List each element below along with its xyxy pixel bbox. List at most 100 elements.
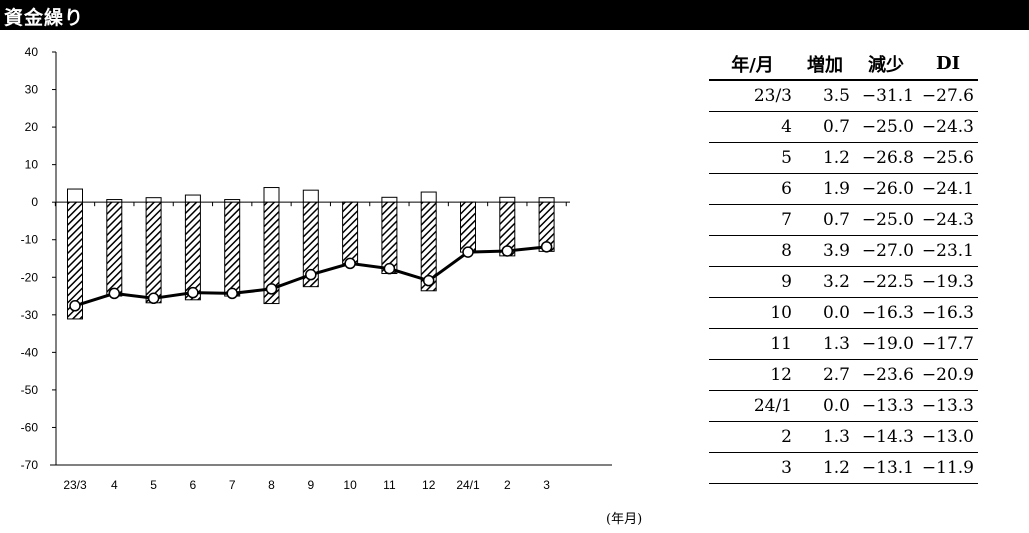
di-point xyxy=(540,241,553,253)
di-point xyxy=(108,287,121,300)
y-tick-label: 40 xyxy=(25,45,39,59)
x-tick-label: 11 xyxy=(383,478,396,492)
table-cell-di: −11.9 xyxy=(918,452,978,484)
increase-bar xyxy=(420,191,437,203)
increase-bar xyxy=(184,194,201,203)
x-tick-label: 23/3 xyxy=(63,478,87,492)
table-cell-increase: 1.9 xyxy=(796,173,854,205)
table-row: 12 2.7 −23.6 −20.9 xyxy=(709,359,978,391)
table-cell-month: 23/3 xyxy=(709,80,796,112)
table-cell-decrease: −31.1 xyxy=(854,80,918,112)
table-cell-decrease: −26.8 xyxy=(854,142,918,174)
table-cell-decrease: −13.3 xyxy=(854,390,918,422)
table-cell-decrease: −16.3 xyxy=(854,297,918,329)
table-row: 10 0.0 −16.3 −16.3 xyxy=(709,297,978,329)
x-tick-label: 8 xyxy=(268,478,275,492)
table-cell-month: 11 xyxy=(709,328,796,360)
table-cell-month: 5 xyxy=(709,142,796,174)
table-cell-di: −13.0 xyxy=(918,421,978,453)
table-cell-di: −20.9 xyxy=(918,359,978,391)
y-tick-label: -20 xyxy=(21,270,39,284)
decrease-bar xyxy=(381,201,398,275)
table-cell-di: −25.6 xyxy=(918,142,978,174)
table-cell-decrease: −25.0 xyxy=(854,111,918,143)
table-cell-increase: 2.7 xyxy=(796,359,854,391)
decrease-bar xyxy=(420,201,437,292)
table-cell-month: 6 xyxy=(709,173,796,205)
increase-bar xyxy=(381,196,398,203)
table-row: 2 1.3 −14.3 −13.0 xyxy=(709,421,978,453)
table-row: 9 3.2 −22.5 −19.3 xyxy=(709,266,978,298)
table-cell-di: −17.7 xyxy=(918,328,978,360)
increase-bar xyxy=(302,189,319,203)
table-cell-month: 7 xyxy=(709,204,796,236)
di-point xyxy=(305,268,317,281)
table-cell-month: 4 xyxy=(709,111,796,143)
table-cell-decrease: −23.6 xyxy=(854,359,918,391)
y-tick-label: -60 xyxy=(21,420,39,434)
y-tick-label: 30 xyxy=(25,83,39,97)
column-header-di: DI xyxy=(918,48,978,81)
table-cell-increase: 0.0 xyxy=(796,297,854,329)
increase-bar xyxy=(67,188,83,203)
column-header-increase: 増加 xyxy=(796,48,854,81)
x-tick-label: 2 xyxy=(504,478,511,492)
table-cell-di: −19.3 xyxy=(918,266,978,298)
x-tick-label: 12 xyxy=(422,478,436,492)
increase-bar xyxy=(499,196,516,203)
table-cell-decrease: −13.1 xyxy=(854,452,918,484)
x-tick-label: 24/1 xyxy=(456,478,480,492)
y-tick-label: -70 xyxy=(21,458,39,472)
decrease-bar xyxy=(224,201,241,297)
x-tick-label: 4 xyxy=(111,478,118,492)
column-header-month: 年/月 xyxy=(709,48,796,81)
table-cell-di: −24.1 xyxy=(918,173,978,205)
decrease-bar xyxy=(145,201,162,304)
y-tick-label: 10 xyxy=(25,158,39,172)
increase-bar xyxy=(145,197,162,203)
table-cell-decrease: −22.5 xyxy=(854,266,918,298)
y-tick-label: 0 xyxy=(31,195,38,209)
title-bar: 資金繰り xyxy=(0,0,1029,30)
x-axis-unit-label: (年月) xyxy=(606,512,643,527)
table-cell-month: 10 xyxy=(709,297,796,329)
column-header-decrease: 減少 xyxy=(854,48,918,81)
table-cell-di: −24.3 xyxy=(918,111,978,143)
table-row: 23/3 3.5 −31.1 −27.6 xyxy=(709,80,978,112)
table-cell-increase: 3.5 xyxy=(796,80,854,112)
chart: 40 30 20 10 0 -10 -20 -30 -40 -50 -60 -70 23/3 4 5 6 7 8 9… xyxy=(21,45,612,492)
table-cell-month: 2 xyxy=(709,421,796,453)
table-cell-increase: 1.3 xyxy=(796,328,854,360)
table-cell-decrease: −26.0 xyxy=(854,173,918,205)
table-row: 8 3.9 −27.0 −23.1 xyxy=(709,235,978,267)
table-cell-month: 9 xyxy=(709,266,796,298)
di-point xyxy=(462,246,474,258)
table-cell-di: −24.3 xyxy=(918,204,978,236)
di-point xyxy=(265,283,278,295)
table-cell-month: 12 xyxy=(709,359,796,391)
di-point xyxy=(344,257,356,270)
increase-bar xyxy=(538,197,555,203)
increase-bar xyxy=(263,187,280,203)
table-row: 7 0.7 −25.0 −24.3 xyxy=(709,204,978,236)
x-tick-label: 3 xyxy=(543,478,550,492)
decrease-bar xyxy=(106,201,123,297)
x-tick-label: 7 xyxy=(229,478,236,492)
y-tick-label: -30 xyxy=(21,308,39,322)
di-point xyxy=(383,262,396,275)
y-tick-label: 20 xyxy=(25,120,39,134)
table-cell-increase: 3.9 xyxy=(796,235,854,267)
table-cell-di: −16.3 xyxy=(918,297,978,329)
table-cell-month: 24/1 xyxy=(709,390,796,422)
table-cell-decrease: −14.3 xyxy=(854,421,918,453)
table-cell-decrease: −19.0 xyxy=(854,328,918,360)
table-header-row: 年/月 増加 減少 DI xyxy=(709,48,978,81)
y-tick-label: -50 xyxy=(21,383,39,397)
decrease-bar xyxy=(342,201,359,264)
table-cell-month: 3 xyxy=(709,452,796,484)
table-cell-increase: 0.7 xyxy=(796,111,854,143)
table-cell-increase: 1.2 xyxy=(796,452,854,484)
table-cell-increase: 1.2 xyxy=(796,142,854,174)
x-tick-label: 10 xyxy=(343,478,357,492)
table-cell-decrease: −25.0 xyxy=(854,204,918,236)
